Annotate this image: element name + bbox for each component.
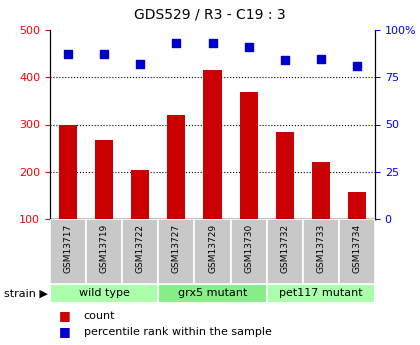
- Bar: [158, 284, 267, 303]
- Bar: [267, 284, 375, 303]
- Bar: [276, 132, 294, 219]
- Point: [209, 40, 216, 46]
- Point: [65, 51, 71, 56]
- Text: GSM13733: GSM13733: [316, 224, 326, 273]
- Bar: [303, 219, 339, 284]
- Text: GSM13732: GSM13732: [280, 224, 289, 273]
- Bar: [122, 219, 158, 284]
- Bar: [95, 140, 113, 219]
- Bar: [50, 284, 158, 303]
- Bar: [239, 92, 257, 219]
- Bar: [194, 219, 231, 284]
- Text: wild type: wild type: [79, 288, 130, 298]
- Text: ■: ■: [58, 309, 70, 322]
- Text: GSM13722: GSM13722: [136, 224, 145, 273]
- Point: [354, 63, 360, 69]
- Text: GSM13717: GSM13717: [63, 224, 73, 273]
- Text: GDS529 / R3 - C19 : 3: GDS529 / R3 - C19 : 3: [134, 8, 286, 22]
- Point: [101, 51, 108, 56]
- Text: GSM13727: GSM13727: [172, 224, 181, 273]
- Text: pet117 mutant: pet117 mutant: [279, 288, 362, 298]
- Bar: [158, 219, 194, 284]
- Text: percentile rank within the sample: percentile rank within the sample: [84, 327, 271, 337]
- Bar: [59, 125, 77, 219]
- Bar: [267, 219, 303, 284]
- Text: strain ▶: strain ▶: [4, 288, 48, 298]
- Point: [245, 44, 252, 50]
- Point: [281, 58, 288, 63]
- Text: GSM13730: GSM13730: [244, 224, 253, 273]
- Bar: [167, 115, 185, 219]
- Point: [318, 57, 324, 62]
- Bar: [348, 191, 366, 219]
- Text: GSM13729: GSM13729: [208, 224, 217, 273]
- Text: GSM13719: GSM13719: [100, 224, 109, 273]
- Text: count: count: [84, 310, 115, 321]
- Bar: [339, 219, 375, 284]
- Point: [137, 61, 144, 67]
- Bar: [86, 219, 122, 284]
- Point: [173, 40, 180, 46]
- Bar: [50, 219, 86, 284]
- Bar: [312, 162, 330, 219]
- Bar: [131, 170, 149, 219]
- Text: GSM13734: GSM13734: [352, 224, 362, 273]
- Bar: [203, 70, 221, 219]
- Text: grx5 mutant: grx5 mutant: [178, 288, 247, 298]
- Text: ■: ■: [58, 325, 70, 338]
- Bar: [231, 219, 267, 284]
